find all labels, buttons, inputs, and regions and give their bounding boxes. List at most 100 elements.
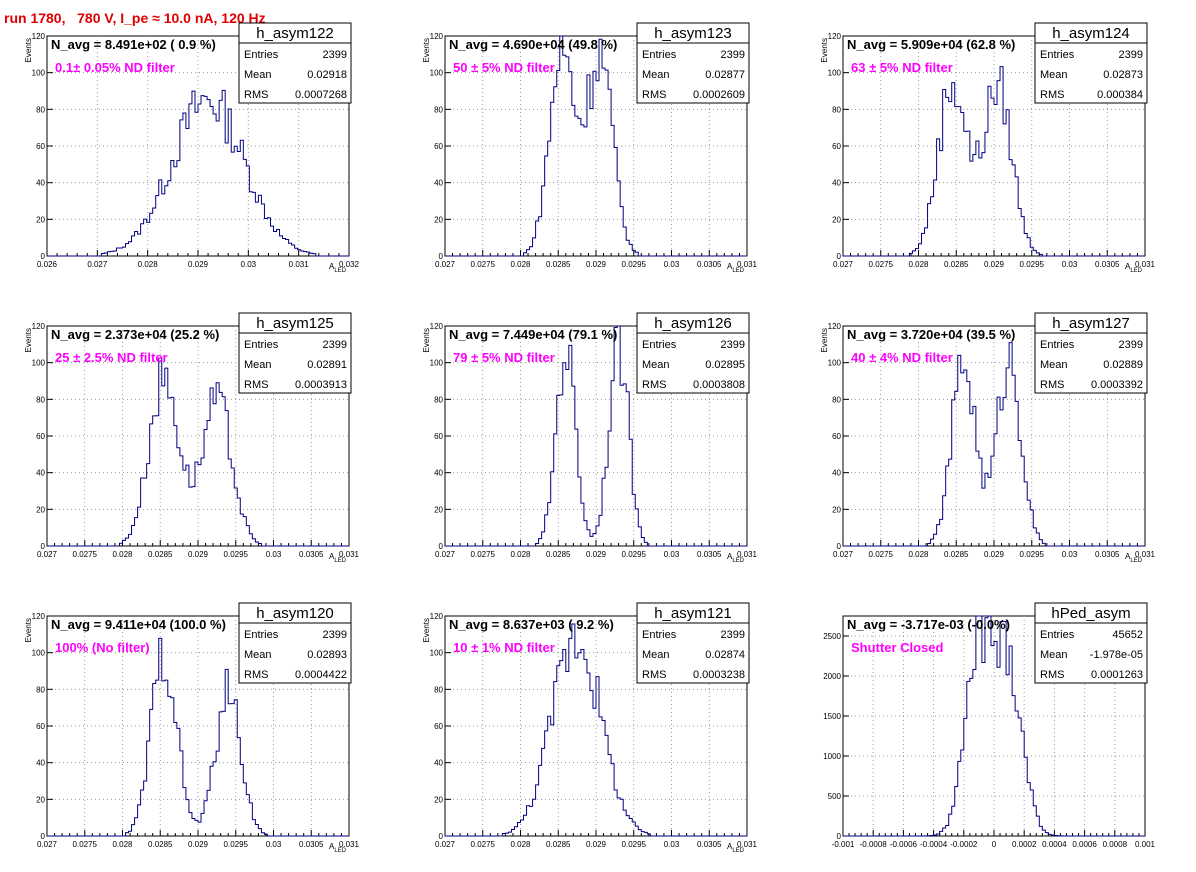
y-axis-title: Events bbox=[820, 38, 829, 62]
x-tick-label: 0.028 bbox=[138, 260, 159, 269]
x-tick-label: 0.03 bbox=[266, 550, 282, 559]
y-tick-label: 40 bbox=[434, 469, 443, 478]
y-tick-label: 1500 bbox=[823, 712, 841, 721]
y-tick-label: 60 bbox=[36, 432, 45, 441]
stats-value: 0.02895 bbox=[705, 359, 745, 371]
stats-value: 0.02891 bbox=[307, 359, 347, 371]
x-tick-label: 0.0275 bbox=[73, 550, 98, 559]
n-avg-text: N_avg = 3.720e+04 (39.5 %) bbox=[847, 327, 1015, 342]
x-tick-label: 0.0305 bbox=[299, 550, 324, 559]
y-tick-label: 100 bbox=[32, 649, 46, 658]
x-tick-label: 0.0285 bbox=[944, 260, 969, 269]
y-axis-title: Events bbox=[24, 38, 33, 62]
y-tick-label: 80 bbox=[832, 395, 841, 404]
stats-value: 0.0003913 bbox=[295, 379, 347, 391]
x-tick-label: 0.0285 bbox=[944, 550, 969, 559]
stats-label: Entries bbox=[244, 49, 279, 61]
x-tick-label: 0.028 bbox=[112, 550, 133, 559]
x-tick-label: 0.028 bbox=[510, 840, 531, 849]
x-tick-label: 0.027 bbox=[37, 550, 58, 559]
n-avg-text: N_avg = -3.717e-03 (-0.0%) bbox=[847, 617, 1010, 632]
x-axis-title: ALED bbox=[727, 552, 745, 564]
stats-box bbox=[636, 622, 750, 684]
y-tick-label: 2000 bbox=[823, 672, 841, 681]
x-tick-label: 0.027 bbox=[435, 840, 456, 849]
stats-title: h_asym127 bbox=[1052, 315, 1130, 332]
x-tick-label: 0.0295 bbox=[622, 840, 647, 849]
y-tick-label: 60 bbox=[832, 432, 841, 441]
stats-label: Entries bbox=[244, 339, 279, 351]
x-tick-label: 0.0295 bbox=[1020, 550, 1045, 559]
histogram-line bbox=[47, 357, 349, 547]
stats-value: 2399 bbox=[1119, 49, 1143, 61]
n-avg-text: N_avg = 2.373e+04 (25.2 %) bbox=[51, 327, 219, 342]
stats-value: 0.0007268 bbox=[295, 89, 347, 101]
panel-h_asym127: 0.027 0.0275 0.028 0.0285 0.029 0.0295 0.03 0.0… bbox=[820, 312, 1156, 564]
x-tick-label: -0.0006 bbox=[890, 840, 918, 849]
y-tick-label: 100 bbox=[430, 359, 444, 368]
y-axis-title: Events bbox=[24, 618, 33, 642]
histogram-line bbox=[445, 325, 747, 547]
x-tick-label: 0.0295 bbox=[224, 550, 249, 559]
stats-title: h_asym126 bbox=[654, 315, 732, 332]
panel-h_asym123: 0.027 0.0275 0.028 0.0285 0.029 0.0295 0.03 0.0… bbox=[422, 22, 758, 274]
x-tick-label: 0.0285 bbox=[148, 840, 173, 849]
x-tick-label: 0.029 bbox=[188, 260, 209, 269]
x-tick-label: 0.031 bbox=[1135, 550, 1156, 559]
panel-hPed_asym: -0.001 -0.0008 -0.0006 -0.0004 -0.0002 0 0.000… bbox=[823, 602, 1156, 849]
panel-h_asym126: 0.027 0.0275 0.028 0.0285 0.029 0.0295 0.03 0.0… bbox=[422, 312, 758, 564]
x-tick-label: 0.027 bbox=[37, 840, 58, 849]
stats-box bbox=[1034, 332, 1148, 394]
y-tick-label: 80 bbox=[434, 105, 443, 114]
x-tick-label: 0.0305 bbox=[1095, 260, 1120, 269]
y-tick-label: 0 bbox=[41, 542, 46, 551]
stats-value: 45652 bbox=[1112, 629, 1143, 641]
x-tick-label: 0.03 bbox=[664, 840, 680, 849]
y-tick-label: 20 bbox=[832, 215, 841, 224]
filter-annotation: 79 ± 5% ND filter bbox=[453, 350, 555, 365]
x-tick-label: 0.028 bbox=[510, 260, 531, 269]
x-tick-label: 0.031 bbox=[737, 260, 758, 269]
stats-label: Entries bbox=[642, 339, 677, 351]
x-tick-label: 0.0285 bbox=[546, 840, 571, 849]
y-tick-label: 80 bbox=[36, 105, 45, 114]
stats-label: RMS bbox=[244, 89, 268, 101]
filter-annotation: 0.1± 0.05% ND filter bbox=[55, 60, 175, 75]
y-tick-label: 60 bbox=[434, 142, 443, 151]
stats-value: 0.02874 bbox=[705, 649, 745, 661]
x-tick-label: 0.0275 bbox=[73, 840, 98, 849]
filter-annotation: 100% (No filter) bbox=[55, 640, 150, 655]
x-tick-label: 0.0295 bbox=[622, 260, 647, 269]
y-tick-label: 120 bbox=[32, 612, 46, 621]
stats-label: RMS bbox=[642, 89, 666, 101]
x-tick-label: 0.031 bbox=[737, 550, 758, 559]
x-tick-label: 0.031 bbox=[339, 840, 360, 849]
stats-value: 2399 bbox=[323, 339, 347, 351]
stats-label: Entries bbox=[642, 629, 677, 641]
y-tick-label: 0 bbox=[41, 252, 46, 261]
filter-annotation: 10 ± 1% ND filter bbox=[453, 640, 555, 655]
stats-box bbox=[1034, 42, 1148, 104]
stats-value: 2399 bbox=[323, 49, 347, 61]
stats-label: Entries bbox=[642, 49, 677, 61]
x-tick-label: 0.0275 bbox=[869, 550, 894, 559]
y-tick-label: 120 bbox=[430, 612, 444, 621]
histogram-line bbox=[47, 637, 349, 837]
x-tick-label: 0.027 bbox=[87, 260, 108, 269]
stats-label: Mean bbox=[1040, 69, 1068, 81]
filter-annotation: 25 ± 2.5% ND filter bbox=[55, 350, 168, 365]
y-tick-label: 100 bbox=[430, 69, 444, 78]
y-tick-label: 120 bbox=[32, 32, 46, 41]
x-tick-label: 0.027 bbox=[833, 550, 854, 559]
stats-value: -1.978e-05 bbox=[1090, 649, 1143, 661]
x-tick-label: 0.029 bbox=[984, 550, 1005, 559]
stats-value: 0.0003808 bbox=[693, 379, 745, 391]
y-tick-label: 0 bbox=[439, 252, 444, 261]
x-tick-label: 0.027 bbox=[435, 260, 456, 269]
stats-value: 0.02877 bbox=[705, 69, 745, 81]
stats-label: Mean bbox=[642, 359, 670, 371]
x-tick-label: 0.0305 bbox=[697, 260, 722, 269]
x-tick-label: 0.001 bbox=[1135, 840, 1156, 849]
x-axis-title: ALED bbox=[329, 262, 347, 274]
x-tick-label: 0.0002 bbox=[1012, 840, 1037, 849]
